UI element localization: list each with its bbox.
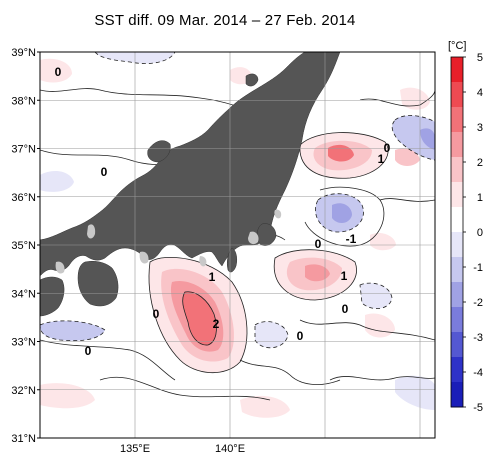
colorbar-segment	[451, 182, 463, 208]
colorbar-tick-label: 3	[477, 122, 483, 134]
contour-value-label: 1	[341, 269, 348, 283]
colorbar-segment	[451, 357, 463, 383]
cold-patch-west	[40, 320, 105, 341]
contour-value-label: 0	[85, 344, 92, 358]
cold-patch-mid-core	[332, 203, 352, 224]
longitude-labels: 135°E 140°E	[120, 443, 245, 455]
warm-patch-far-south	[240, 395, 290, 418]
land-noto	[147, 140, 171, 163]
contour-value-label: 0	[101, 165, 108, 179]
cold-patch-ne	[392, 115, 435, 160]
longitude-label: 135°E	[120, 443, 150, 455]
contour-value-label: 2	[213, 317, 220, 331]
colorbar-segment	[451, 207, 463, 233]
longitude-label: 140°E	[215, 443, 245, 455]
colorbar-segment	[451, 282, 463, 308]
latitude-label: 34°N	[11, 288, 36, 300]
latitude-label: 32°N	[11, 385, 36, 397]
contour-value-label: 0	[297, 329, 304, 343]
color-bar: 5 4 3 2 1 0 -1 -2 -3 -4 -5	[450, 52, 483, 414]
bay-suruga	[199, 256, 207, 267]
bay-osaka	[55, 261, 65, 274]
contour-value-label: 0	[153, 307, 160, 321]
negative-contour-lines	[40, 52, 435, 349]
bay-tokyo	[248, 231, 259, 245]
colorbar-tick-label: 4	[477, 87, 483, 99]
colorbar-segment	[451, 382, 463, 408]
latitude-label: 33°N	[11, 337, 36, 349]
colorbar-segment	[451, 132, 463, 158]
colorbar-segment	[451, 157, 463, 183]
latitude-label: 31°N	[11, 433, 36, 445]
lake-kasumigaura	[274, 209, 282, 219]
warm-patch-se	[365, 313, 395, 338]
land-sado	[245, 73, 259, 87]
warm-patch-east-37-core	[328, 144, 354, 162]
graticule	[40, 52, 435, 438]
colorbar-tick-label: -5	[473, 402, 483, 414]
land-kii	[77, 261, 119, 307]
cold-patch-se	[360, 283, 392, 309]
colorbar-tick-label: -4	[473, 367, 483, 379]
latitude-label: 38°N	[11, 95, 36, 107]
colorbar-tick-label: -2	[473, 297, 483, 309]
contour-value-label: 1	[209, 270, 216, 284]
latitude-labels: 39°N 38°N 37°N 36°N 35°N 34°N 33°N 32°N 31°N	[11, 47, 40, 445]
contour-value-label: 0	[315, 237, 322, 251]
colorbar-segment	[451, 307, 463, 333]
contour-value-label: 0	[384, 141, 391, 155]
latitude-label: 35°N	[11, 240, 36, 252]
colorbar-segment	[451, 57, 463, 83]
colorbar-segment	[451, 232, 463, 258]
land-izu	[226, 247, 238, 273]
bay-ise	[139, 251, 149, 264]
colorbar-unit: [°C]	[448, 40, 466, 52]
colorbar-tick-label: 1	[477, 192, 483, 204]
sst-anomaly-field	[40, 52, 435, 418]
warm-patch-ne-2	[395, 148, 420, 166]
lake-biwa	[87, 224, 96, 239]
contour-value-label: 1	[378, 152, 385, 166]
warm-patch-north-east	[400, 87, 430, 110]
cold-patch-far-south	[395, 375, 435, 410]
colorbar-tick-label: 2	[477, 157, 483, 169]
warm-patch-south	[40, 383, 95, 409]
cold-patch-west-2	[40, 170, 74, 192]
land-shikoku	[40, 276, 65, 317]
contour-value-label: -1	[346, 232, 357, 246]
cold-patch-ne-core	[420, 128, 435, 150]
colorbar-segment	[451, 332, 463, 358]
map-title: SST diff. 09 Mar. 2014 – 27 Feb. 2014	[94, 12, 356, 29]
latitude-label: 36°N	[11, 192, 36, 204]
colorbar-segment	[451, 257, 463, 283]
colorbar-tick-label: 5	[477, 52, 483, 64]
warm-patch-east-34-core	[305, 264, 330, 282]
latitude-label: 37°N	[11, 144, 36, 156]
warm-patch-izu-core	[182, 291, 217, 346]
warm-patch-east-35	[370, 233, 396, 251]
contour-value-label: 0	[55, 65, 62, 79]
contour-value-label: 0	[342, 302, 349, 316]
colorbar-tick-label: -1	[473, 262, 483, 274]
colorbar-tick-label: -3	[473, 332, 483, 344]
land-boso	[257, 223, 277, 246]
colorbar-segment	[451, 107, 463, 133]
warm-patch-nw	[40, 58, 72, 83]
colorbar-tick-label: 0	[477, 227, 483, 239]
colorbar-segment	[451, 82, 463, 108]
latitude-label: 39°N	[11, 47, 36, 59]
